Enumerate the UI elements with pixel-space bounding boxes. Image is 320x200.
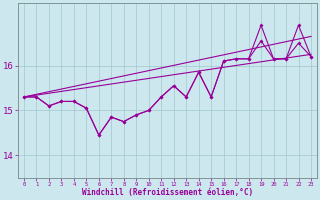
X-axis label: Windchill (Refroidissement éolien,°C): Windchill (Refroidissement éolien,°C)	[82, 188, 253, 197]
